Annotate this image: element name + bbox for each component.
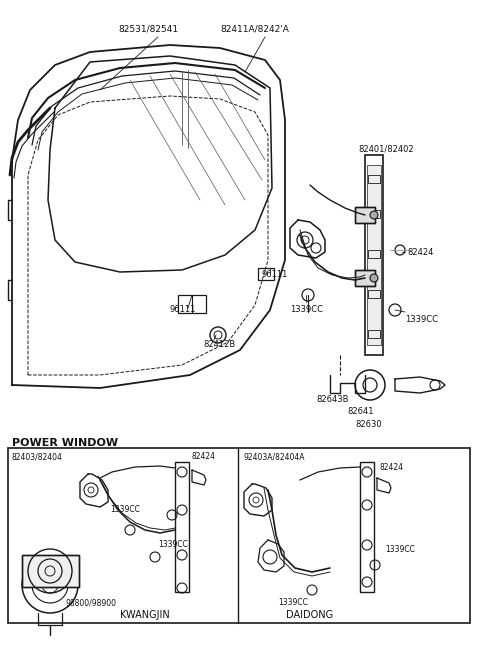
Circle shape xyxy=(370,274,378,282)
Bar xyxy=(355,207,375,223)
Text: 82412B: 82412B xyxy=(203,340,235,349)
Bar xyxy=(368,290,380,298)
Text: 82424: 82424 xyxy=(380,463,404,472)
Text: 82643B: 82643B xyxy=(316,395,348,404)
Text: 1339CC: 1339CC xyxy=(278,598,308,607)
Text: POWER WINDOW: POWER WINDOW xyxy=(12,438,118,448)
Text: 82630: 82630 xyxy=(355,420,382,429)
Bar xyxy=(368,250,380,258)
Text: 82641: 82641 xyxy=(347,407,373,416)
Bar xyxy=(175,462,189,592)
Bar xyxy=(355,270,375,286)
Text: 82401/82402: 82401/82402 xyxy=(358,145,414,154)
Bar xyxy=(22,555,79,587)
Text: 1339CC: 1339CC xyxy=(290,305,323,314)
Text: DAIDONG: DAIDONG xyxy=(286,610,333,620)
Text: 96111: 96111 xyxy=(170,305,196,314)
Text: 92403A/82404A: 92403A/82404A xyxy=(244,452,305,461)
Bar xyxy=(368,210,380,218)
Bar xyxy=(258,268,274,280)
Circle shape xyxy=(370,211,378,219)
Text: 82411A/8242'A: 82411A/8242'A xyxy=(220,25,289,34)
Text: 1339CC: 1339CC xyxy=(385,545,415,554)
Bar xyxy=(367,165,381,345)
Text: 96111: 96111 xyxy=(262,270,288,279)
Bar xyxy=(178,295,206,313)
Bar xyxy=(355,207,375,223)
Text: KWANGJIN: KWANGJIN xyxy=(120,610,170,620)
Bar xyxy=(368,330,380,338)
Text: 82531/82541: 82531/82541 xyxy=(118,25,178,34)
Bar xyxy=(8,448,470,623)
Bar xyxy=(365,155,383,355)
Text: 1339CC: 1339CC xyxy=(110,505,140,514)
Text: 98800/98900: 98800/98900 xyxy=(65,598,116,607)
Text: 1339CC: 1339CC xyxy=(158,540,188,549)
Bar xyxy=(368,175,380,183)
Bar xyxy=(360,462,374,592)
Bar xyxy=(22,555,79,587)
Text: 1339CC: 1339CC xyxy=(405,315,438,324)
Bar xyxy=(355,270,375,286)
Text: 82424: 82424 xyxy=(407,248,433,257)
Text: 82424: 82424 xyxy=(192,452,216,461)
Text: 82403/82404: 82403/82404 xyxy=(12,452,63,461)
